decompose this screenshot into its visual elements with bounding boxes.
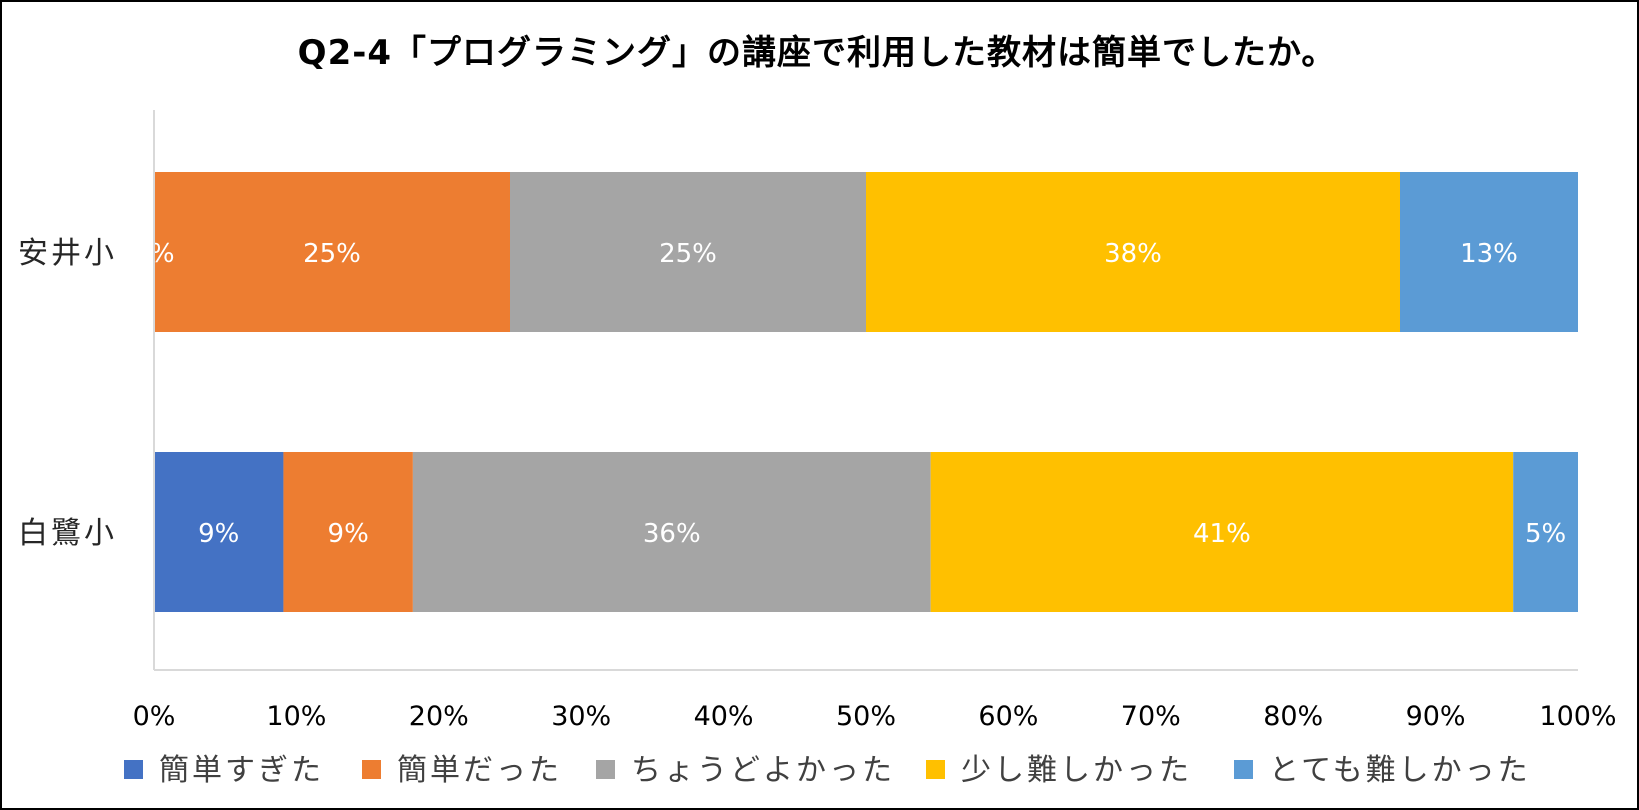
category-label: 白鷺小 [18,516,117,551]
legend-swatch [124,760,143,779]
chart-title: Q2-4「プログラミング」の講座で利用した教材は簡単でしたか。 [298,33,1337,73]
bar-segment[interactable] [866,172,1400,332]
x-tick-label: 30% [551,701,611,732]
x-tick-label: 50% [836,701,896,732]
bar-segment[interactable] [510,172,866,332]
axes [153,110,1578,671]
x-tick-label: 20% [409,701,469,732]
data-label: 0% [133,239,174,269]
legend-label: ちょうどよかった [631,753,895,788]
bar-segment[interactable] [154,172,510,332]
bar-segment[interactable] [930,452,1514,612]
data-label: 5% [1525,519,1566,549]
legend-item[interactable]: 少し難しかった [926,753,1192,788]
x-tick-label: 100% [1539,701,1616,732]
data-label: 9% [328,519,369,549]
x-tick-label: 60% [978,701,1038,732]
legend-swatch [596,760,615,779]
x-axis-tick-labels: 0% 10% 20% 30% 40% 50% 60% 70% 80% 90% 100% [133,701,1617,732]
legend-label: 簡単だった [397,753,562,788]
legend-label: 少し難しかった [961,753,1192,788]
legend-item[interactable]: ちょうどよかった [596,753,895,788]
x-tick-label: 80% [1263,701,1323,732]
bar-segment[interactable] [1400,172,1578,332]
bar-segment[interactable] [154,452,284,612]
legend-swatch [926,760,945,779]
x-tick-label: 70% [1121,701,1181,732]
bar-segment[interactable] [1513,452,1578,612]
data-label: 25% [659,239,717,269]
legend-item[interactable]: 簡単だった [362,753,562,788]
bar-segment[interactable] [283,452,413,612]
data-label: 41% [1193,519,1251,549]
data-label: 25% [303,239,361,269]
data-label: 13% [1460,239,1518,269]
data-label: 36% [643,519,701,549]
legend-label: 簡単すぎた [159,753,324,788]
data-label: 38% [1104,239,1162,269]
legend-item[interactable]: 簡単すぎた [124,753,324,788]
category-label: 安井小 [18,236,117,271]
x-tick-label: 0% [133,701,176,732]
x-tick-label: 40% [694,701,754,732]
legend[interactable]: 簡単すぎた 簡単だった ちょうどよかった 少し難しかった とても難しかった [124,753,1531,788]
bars [154,172,1578,612]
x-tick-label: 90% [1406,701,1466,732]
data-label: 9% [198,519,239,549]
legend-swatch [1234,760,1253,779]
legend-label: とても難しかった [1269,753,1531,788]
x-tick-label: 10% [266,701,326,732]
data-labels: 0% 25% 25% 38% 13% 9% 9% 36% 41% 5% [133,239,1566,549]
legend-swatch [362,760,381,779]
bar-segment[interactable] [412,452,931,612]
legend-item[interactable]: とても難しかった [1234,753,1531,788]
